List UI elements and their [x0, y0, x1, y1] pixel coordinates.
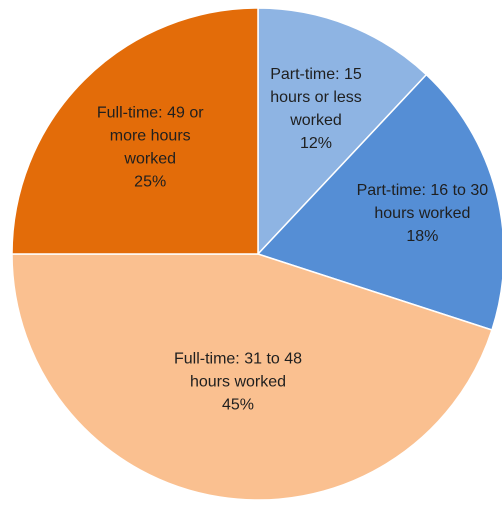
slice-label-line: worked: [289, 112, 342, 129]
slice-label-line: Full-time: 49 or: [97, 105, 204, 122]
slice-label-3: Full-time: 31 to 48 hours worked 45%: [174, 350, 302, 413]
pie-slice-2: [256, 73, 502, 331]
slice-label-line: hours worked: [190, 373, 286, 390]
slice-label-2: Part-time: 16 to 30 hours worked 18%: [357, 182, 489, 245]
slice-label-1: Part-time: 15 hours or less worked 12%: [270, 66, 362, 152]
pie-slice-4: [11, 7, 259, 255]
slice-label-line: Full-time: 31 to 48: [174, 350, 302, 367]
labels-layer: Part-time: 15 hours or less worked 12%Part-…: [97, 66, 488, 413]
slice-label-line: hours or less: [270, 89, 362, 106]
slice-label-line: worked: [123, 151, 176, 168]
pie-slice-3: [11, 253, 493, 501]
slice-label-line: 12%: [300, 135, 332, 152]
slices-layer: [11, 7, 502, 501]
slice-label-line: Part-time: 15: [270, 66, 362, 83]
slice-label-line: more hours: [110, 128, 191, 145]
slice-label-line: 18%: [406, 228, 438, 245]
slice-label-4: Full-time: 49 or more hours worked 25%: [97, 105, 204, 191]
pie-slice-1: [257, 7, 428, 256]
slice-label-line: Part-time: 16 to 30: [357, 182, 489, 199]
slice-label-line: hours worked: [374, 205, 470, 222]
slice-label-line: 45%: [222, 396, 254, 413]
slice-label-line: 25%: [134, 174, 166, 191]
